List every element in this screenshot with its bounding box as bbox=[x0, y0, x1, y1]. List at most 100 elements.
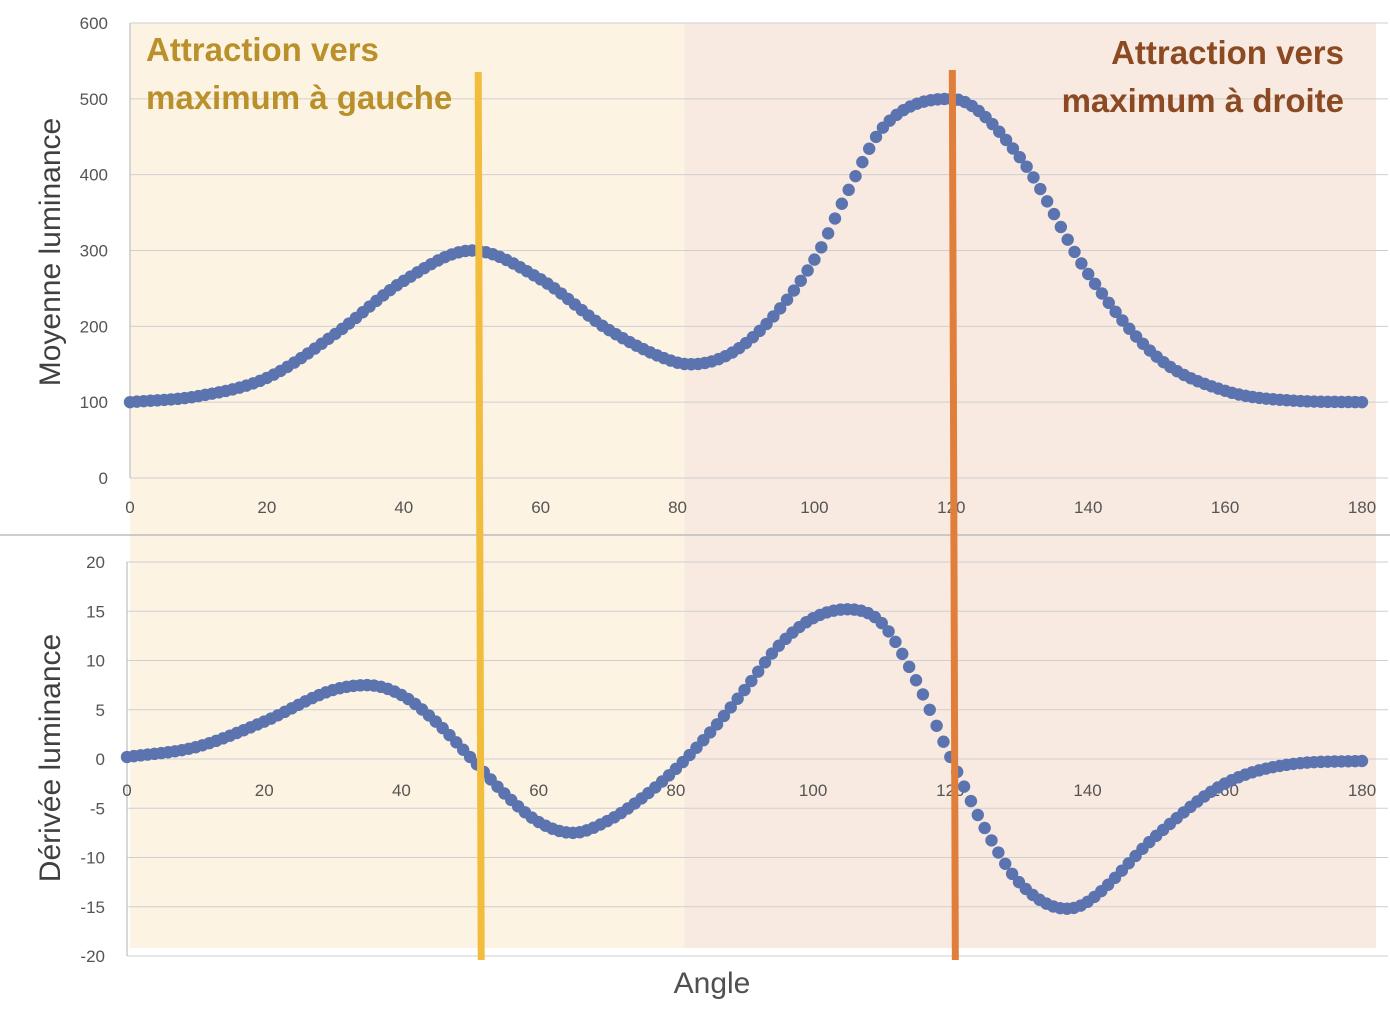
data-point bbox=[1082, 267, 1095, 281]
y-tick-label: 0 bbox=[99, 469, 108, 488]
y-tick-label: 500 bbox=[80, 90, 108, 109]
data-point bbox=[937, 735, 950, 748]
x-tick-label: 0 bbox=[125, 498, 134, 517]
x-tick-label: 100 bbox=[800, 498, 828, 517]
x-tick-label: 60 bbox=[531, 498, 550, 517]
data-point bbox=[1054, 220, 1068, 234]
data-point bbox=[745, 674, 758, 688]
data-point bbox=[999, 857, 1012, 870]
data-point bbox=[1355, 754, 1369, 768]
data-point bbox=[717, 709, 731, 723]
x-tick-label: 140 bbox=[1073, 781, 1101, 800]
data-point bbox=[1095, 287, 1109, 300]
y-tick-label: -10 bbox=[80, 849, 105, 868]
data-point bbox=[787, 284, 801, 297]
data-point bbox=[971, 808, 984, 822]
bottom-gridlines bbox=[126, 561, 1388, 957]
data-point bbox=[828, 212, 842, 225]
data-point bbox=[1109, 305, 1122, 319]
data-point bbox=[875, 616, 888, 630]
data-point bbox=[902, 660, 916, 674]
y-tick-label: -20 bbox=[80, 947, 105, 966]
data-point bbox=[856, 155, 869, 169]
x-tick-label: 140 bbox=[1074, 498, 1102, 517]
x-tick-label: 0 bbox=[122, 781, 131, 800]
data-point bbox=[930, 719, 943, 732]
data-point bbox=[815, 241, 828, 254]
top-y-tick-labels: 0 100 200 300 400 500 600 bbox=[80, 14, 108, 488]
data-point bbox=[896, 647, 909, 661]
right-annotation-line1: Attraction vers bbox=[1111, 34, 1344, 71]
data-point bbox=[780, 293, 794, 306]
x-tick-label: 180 bbox=[1348, 498, 1376, 517]
data-point bbox=[724, 701, 737, 714]
x-tick-label: 40 bbox=[392, 781, 411, 800]
data-point bbox=[835, 197, 849, 210]
data-point bbox=[1005, 867, 1019, 881]
data-point bbox=[1355, 395, 1369, 409]
y-tick-label: -15 bbox=[80, 898, 105, 917]
x-tick-label: 40 bbox=[394, 498, 413, 517]
y-tick-label: 300 bbox=[80, 242, 108, 261]
data-point bbox=[774, 302, 787, 315]
x-tick-label: 180 bbox=[1348, 781, 1376, 800]
y-tick-label: 5 bbox=[96, 701, 105, 720]
x-tick-label: 60 bbox=[529, 781, 548, 800]
x-tick-label: 160 bbox=[1211, 498, 1239, 517]
data-point bbox=[752, 665, 765, 678]
data-point bbox=[889, 635, 902, 649]
data-point bbox=[863, 142, 876, 155]
data-point bbox=[758, 656, 772, 669]
bottom-y-tick-labels: -20 -15 -10 -5 0 5 10 15 20 bbox=[80, 553, 105, 966]
x-tick-label: 80 bbox=[666, 781, 685, 800]
y-tick-label: 100 bbox=[80, 393, 108, 412]
data-point bbox=[1040, 195, 1054, 208]
x-tick-label: 20 bbox=[255, 781, 274, 800]
data-point bbox=[1034, 182, 1047, 196]
data-point bbox=[794, 274, 807, 287]
data-point bbox=[842, 183, 855, 197]
data-point bbox=[1013, 151, 1026, 164]
x-tick-label: 100 bbox=[799, 781, 827, 800]
right-maximum-line bbox=[948, 69, 959, 961]
y-tick-label: 20 bbox=[86, 553, 105, 572]
data-point bbox=[923, 703, 936, 716]
x-tick-label: 20 bbox=[257, 498, 276, 517]
data-point bbox=[993, 125, 1006, 138]
y-tick-label: -5 bbox=[90, 799, 105, 818]
data-point bbox=[957, 780, 971, 793]
top-y-axis-title: Moyenne luminance bbox=[34, 118, 67, 387]
left-maximum-line bbox=[474, 71, 485, 961]
data-point bbox=[821, 227, 835, 240]
y-tick-label: 600 bbox=[80, 14, 108, 33]
data-point bbox=[1088, 277, 1102, 291]
data-point bbox=[1020, 160, 1033, 173]
data-point bbox=[801, 264, 814, 277]
data-point bbox=[1116, 314, 1129, 327]
bottom-x-tick-labels: 0 20 40 60 80 100 120 140 160 180 bbox=[122, 781, 1376, 800]
data-point bbox=[703, 726, 717, 739]
data-point bbox=[849, 169, 862, 183]
data-point bbox=[1006, 142, 1020, 155]
left-annotation-line1: Attraction vers bbox=[146, 31, 379, 68]
data-point bbox=[985, 834, 998, 847]
data-point bbox=[869, 130, 883, 144]
y-tick-label: 400 bbox=[80, 166, 108, 185]
bottom-data-points bbox=[120, 603, 1369, 915]
data-point bbox=[808, 253, 821, 266]
x-tick-label: 80 bbox=[668, 498, 687, 517]
y-tick-label: 15 bbox=[86, 602, 105, 621]
left-annotation-line2: maximum à gauche bbox=[146, 79, 452, 116]
right-annotation-line2: maximum à droite bbox=[1062, 82, 1344, 119]
y-tick-label: 10 bbox=[86, 652, 105, 671]
data-point bbox=[738, 683, 751, 697]
data-point bbox=[1102, 296, 1115, 310]
x-axis-title: Angle bbox=[674, 967, 751, 1000]
y-tick-label: 200 bbox=[80, 317, 108, 336]
data-point bbox=[767, 310, 780, 323]
data-point bbox=[964, 794, 978, 808]
